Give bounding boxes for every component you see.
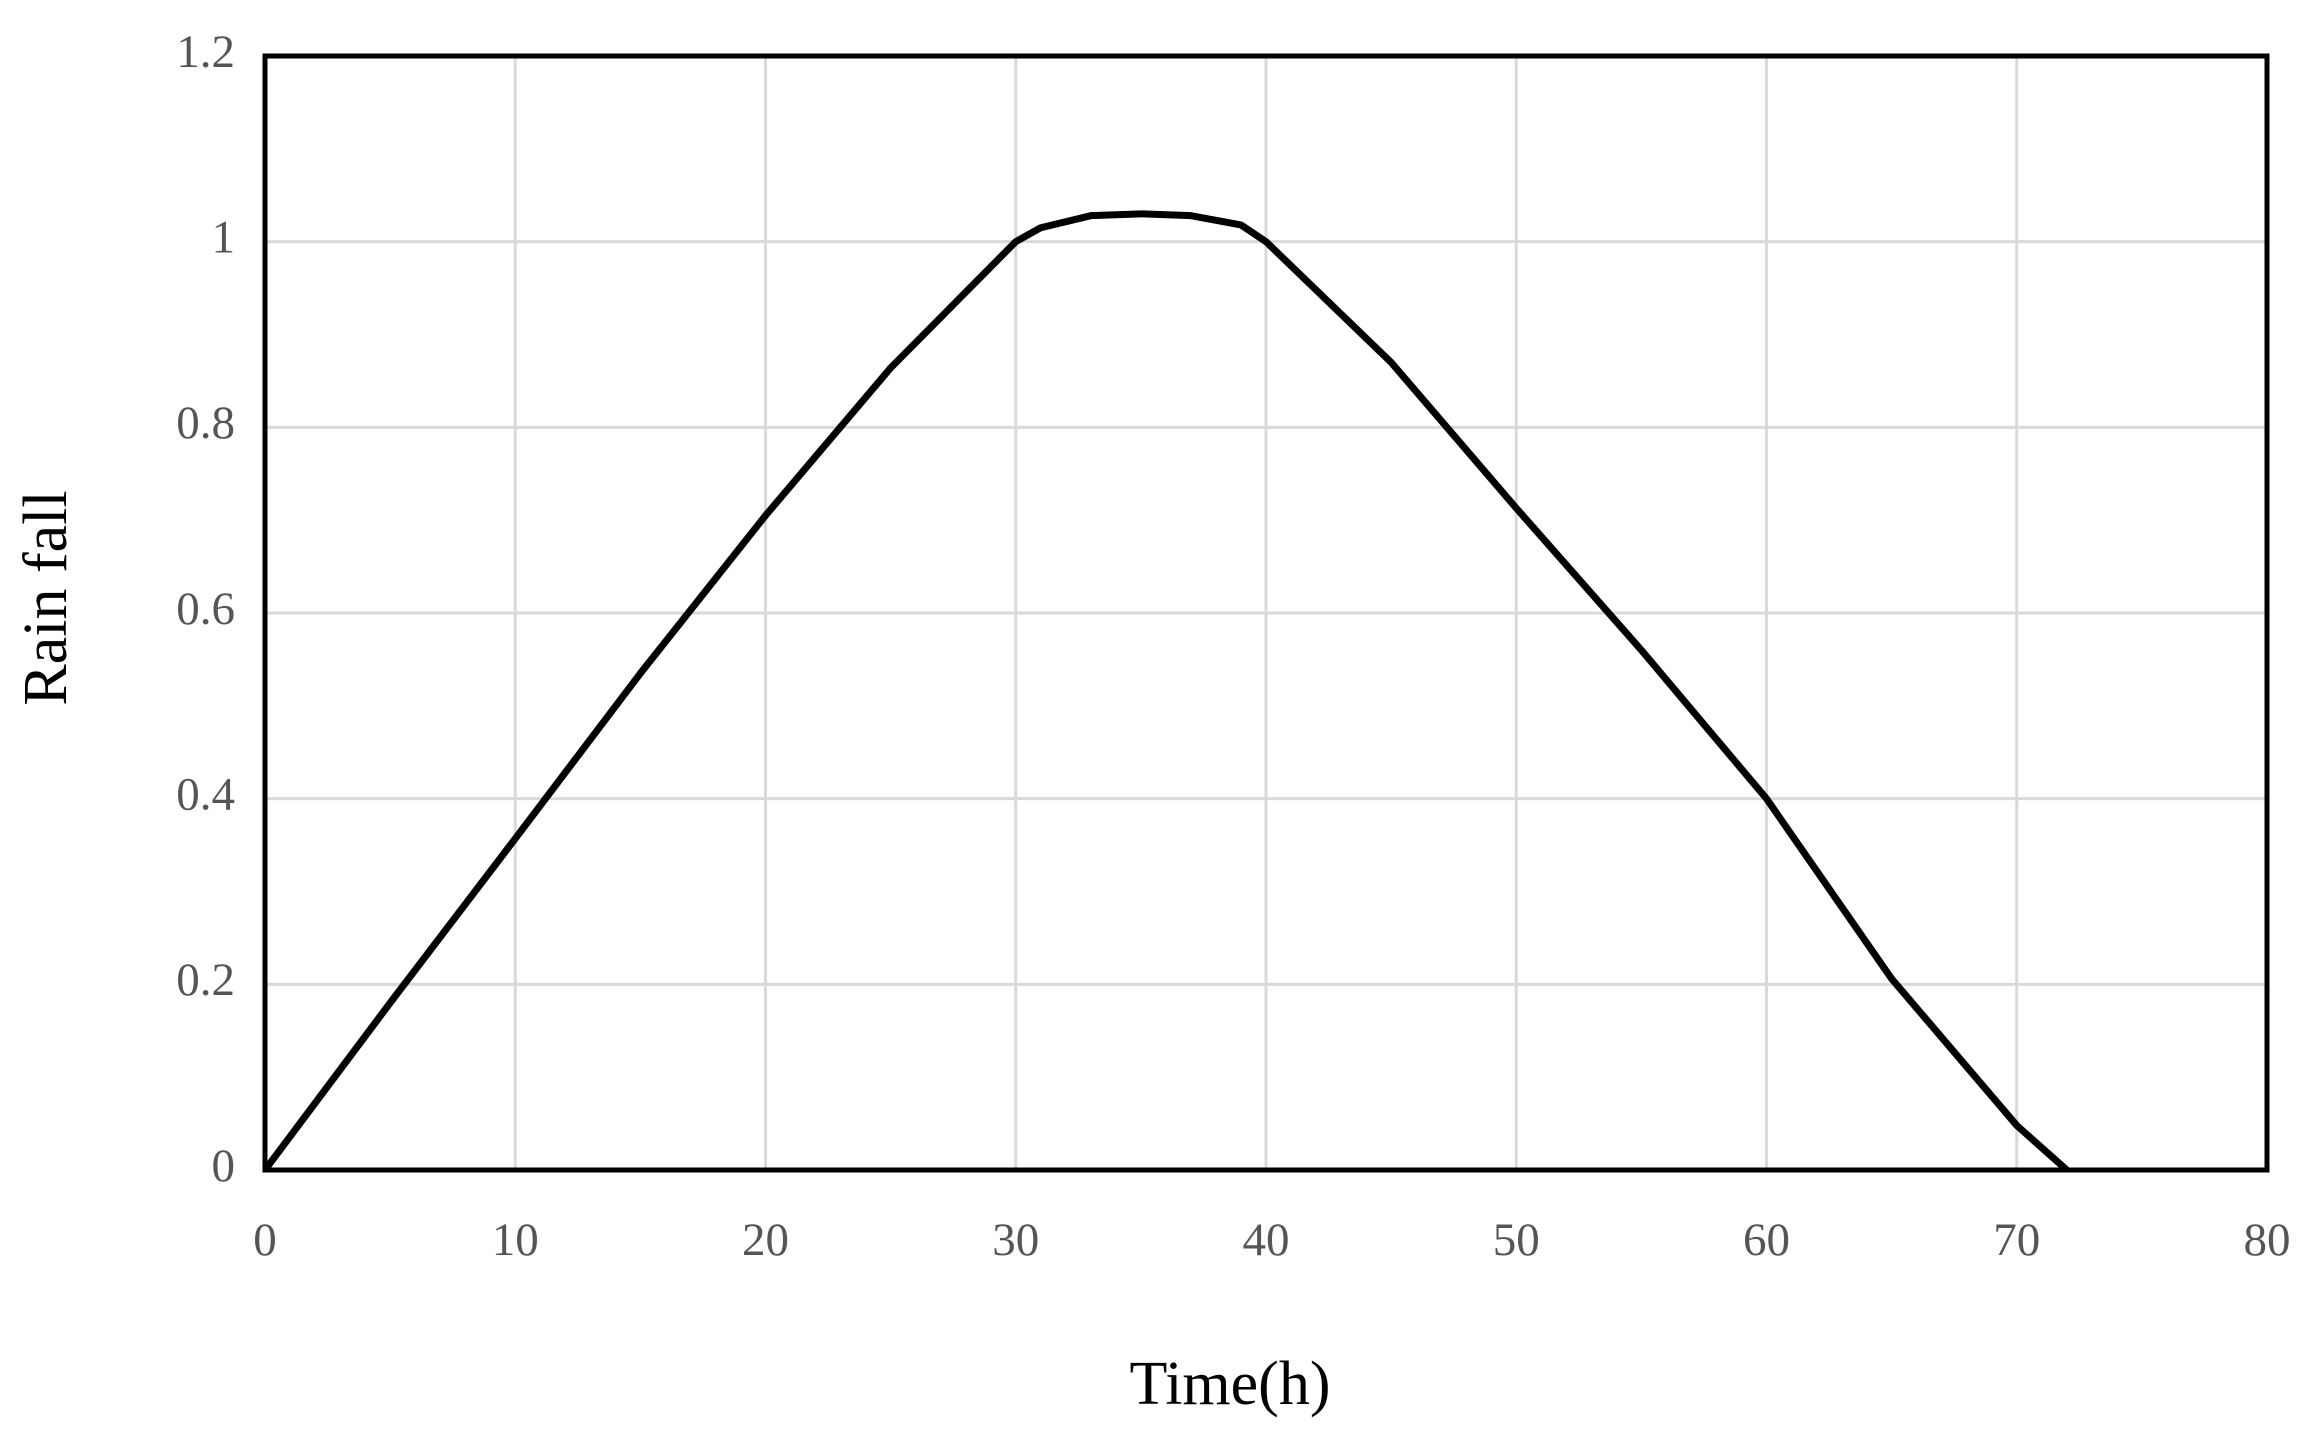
y-tick-label: 0 [212,1140,236,1192]
x-tick-label: 60 [1743,1214,1790,1266]
y-tick-label: 1 [212,211,236,263]
y-axis-title: Rain fall [12,490,80,705]
x-tick-label: 30 [992,1214,1039,1266]
x-tick-label: 0 [253,1214,277,1266]
x-tick-label: 50 [1493,1214,1540,1266]
x-axis-title: Time(h) [1130,1350,1331,1418]
x-tick-label: 20 [742,1214,789,1266]
y-tick-label: 0.6 [176,583,235,635]
x-tick-label: 10 [492,1214,539,1266]
y-tick-label: 0.2 [176,954,235,1006]
data-line [262,210,2070,1173]
x-tick-label: 70 [1993,1214,2040,1266]
y-tick-label: 0.8 [176,397,235,449]
x-tick-label: 80 [2244,1214,2291,1266]
y-tick-label: 0.4 [176,768,235,820]
plot-frame [262,53,2270,1173]
y-tick-label: 1.2 [176,26,235,78]
x-tick-label: 40 [1243,1214,1290,1266]
